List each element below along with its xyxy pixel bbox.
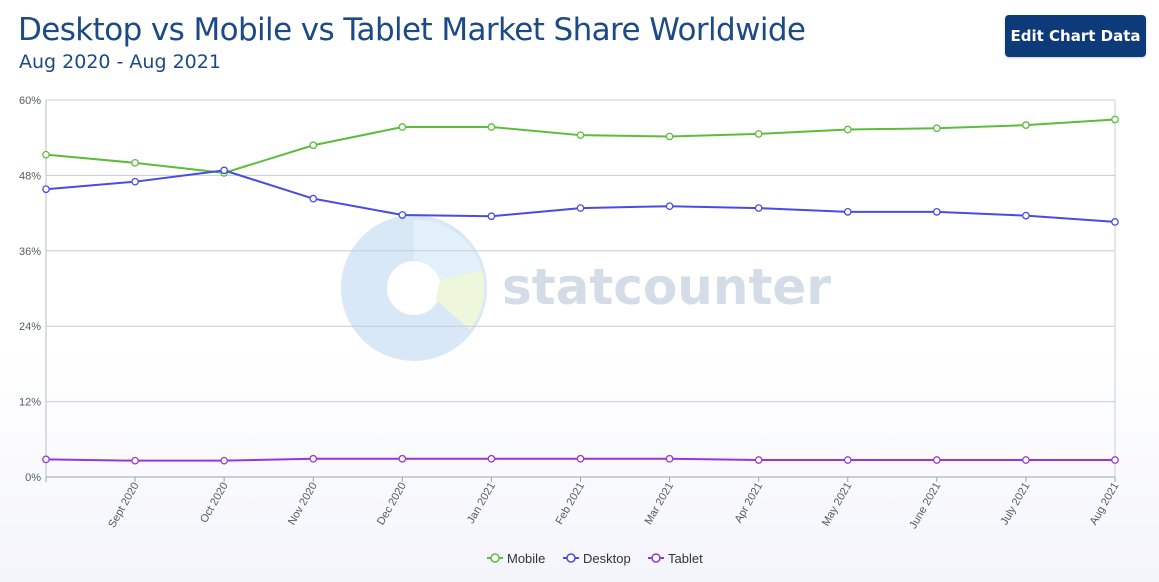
data-point-mobile[interactable] xyxy=(843,125,852,134)
chart-subtitle: Aug 2020 - Aug 2021 xyxy=(19,51,221,73)
data-point-desktop[interactable] xyxy=(665,202,674,211)
x-tick-label: June 2021 xyxy=(907,481,943,532)
data-point-desktop[interactable] xyxy=(932,207,941,216)
data-point-tablet[interactable] xyxy=(487,454,496,463)
y-tick-label: 12% xyxy=(19,397,41,409)
legend-swatch-marker xyxy=(566,553,576,563)
data-point-desktop[interactable] xyxy=(398,211,407,219)
data-point-desktop[interactable] xyxy=(42,185,50,194)
legend-item-tablet[interactable]: Tablet xyxy=(648,551,703,566)
x-tick-label: Aug 2021 xyxy=(1088,481,1122,528)
data-point-mobile[interactable] xyxy=(131,158,139,167)
legend-item-mobile[interactable]: Mobile xyxy=(487,551,545,566)
x-tick-label: May 2021 xyxy=(820,481,855,529)
data-point-mobile[interactable] xyxy=(1022,121,1030,129)
data-point-tablet[interactable] xyxy=(576,454,585,463)
data-point-desktop[interactable] xyxy=(843,207,852,216)
data-point-tablet[interactable] xyxy=(309,454,318,463)
edit-chart-data-button[interactable]: Edit Chart Data xyxy=(1005,15,1146,57)
x-tick-label: Oct 2020 xyxy=(198,481,231,526)
data-point-tablet[interactable] xyxy=(932,456,941,464)
legend-label: Mobile xyxy=(507,551,545,566)
data-point-mobile[interactable] xyxy=(754,130,763,138)
data-point-mobile[interactable] xyxy=(398,123,407,131)
y-tick-label: 0% xyxy=(25,472,41,484)
data-point-tablet[interactable] xyxy=(398,454,407,463)
data-point-desktop[interactable] xyxy=(487,212,496,221)
legend-item-desktop[interactable]: Desktop xyxy=(563,551,631,566)
data-point-desktop[interactable] xyxy=(309,194,318,203)
data-point-mobile[interactable] xyxy=(576,131,585,140)
data-point-tablet[interactable] xyxy=(1111,456,1119,464)
data-point-tablet[interactable] xyxy=(220,456,229,465)
statcounter-watermark: statcounter xyxy=(341,215,831,361)
chart-title: Desktop vs Mobile vs Tablet Market Share… xyxy=(18,12,806,48)
data-point-desktop[interactable] xyxy=(1111,218,1119,226)
data-point-mobile[interactable] xyxy=(487,123,496,131)
statcounter-logo-icon xyxy=(341,215,487,361)
data-point-mobile[interactable] xyxy=(1111,115,1119,124)
legend-swatch-marker xyxy=(490,553,500,563)
y-tick-label: 48% xyxy=(19,170,41,182)
data-point-tablet[interactable] xyxy=(754,456,763,464)
legend-label: Desktop xyxy=(583,551,631,566)
data-point-desktop[interactable] xyxy=(1022,211,1030,220)
data-point-desktop[interactable] xyxy=(220,166,229,175)
y-tick-label: 24% xyxy=(19,321,41,333)
legend-label: Tablet xyxy=(668,551,703,566)
statcounter-watermark-text: statcounter xyxy=(502,258,831,316)
x-tick-label: Feb 2021 xyxy=(553,481,587,527)
legend-swatch-marker xyxy=(651,553,661,563)
data-point-mobile[interactable] xyxy=(42,150,50,159)
data-point-desktop[interactable] xyxy=(754,204,763,212)
x-tick-label: Jan 2021 xyxy=(465,480,498,525)
data-point-tablet[interactable] xyxy=(42,455,50,464)
y-tick-label: 36% xyxy=(19,246,41,258)
x-tick-label: Dec 2020 xyxy=(375,481,409,528)
series-line-mobile xyxy=(45,118,1116,174)
y-tick-label: 60% xyxy=(19,95,41,107)
data-point-tablet[interactable] xyxy=(131,456,139,465)
data-point-desktop[interactable] xyxy=(131,177,139,186)
x-tick-label: Nov 2020 xyxy=(286,481,320,528)
series-line-desktop xyxy=(45,169,1116,223)
data-point-desktop[interactable] xyxy=(576,204,585,212)
x-tick-label: Sept 2020 xyxy=(106,481,141,530)
x-tick-label: July 2021 xyxy=(999,481,1033,528)
x-tick-label: Mar 2021 xyxy=(643,481,677,527)
data-point-mobile[interactable] xyxy=(309,141,318,150)
data-point-mobile[interactable] xyxy=(665,132,674,141)
data-point-tablet[interactable] xyxy=(843,456,852,464)
x-tick-label: Apr 2021 xyxy=(733,481,766,526)
data-point-tablet[interactable] xyxy=(1022,456,1030,464)
data-point-tablet[interactable] xyxy=(665,454,674,463)
data-point-mobile[interactable] xyxy=(932,124,941,133)
